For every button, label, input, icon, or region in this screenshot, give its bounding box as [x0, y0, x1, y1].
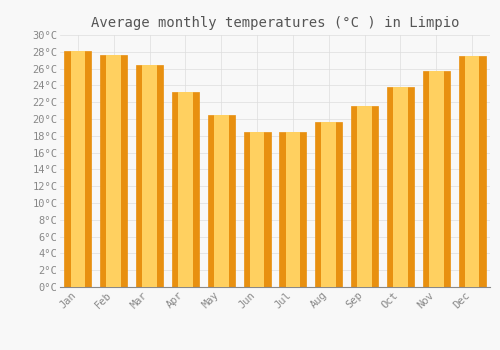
Bar [214, 115, 228, 287]
Bar [106, 55, 121, 287]
Bar [357, 106, 372, 287]
Bar [458, 56, 485, 287]
Title: Average monthly temperatures (°C ) in Limpio: Average monthly temperatures (°C ) in Li… [91, 16, 459, 30]
Bar [100, 55, 127, 287]
Bar [393, 87, 408, 287]
Bar [142, 65, 157, 287]
Bar [387, 87, 414, 287]
Bar [250, 132, 264, 287]
Bar [423, 71, 450, 287]
Bar [208, 115, 234, 287]
Bar [286, 132, 300, 287]
Bar [172, 92, 199, 287]
Bar [351, 106, 378, 287]
Bar [64, 51, 92, 287]
Bar [136, 65, 163, 287]
Bar [322, 121, 336, 287]
Bar [70, 51, 86, 287]
Bar [464, 56, 479, 287]
Bar [429, 71, 444, 287]
Bar [178, 92, 193, 287]
Bar [244, 132, 270, 287]
Bar [280, 132, 306, 287]
Bar [316, 121, 342, 287]
